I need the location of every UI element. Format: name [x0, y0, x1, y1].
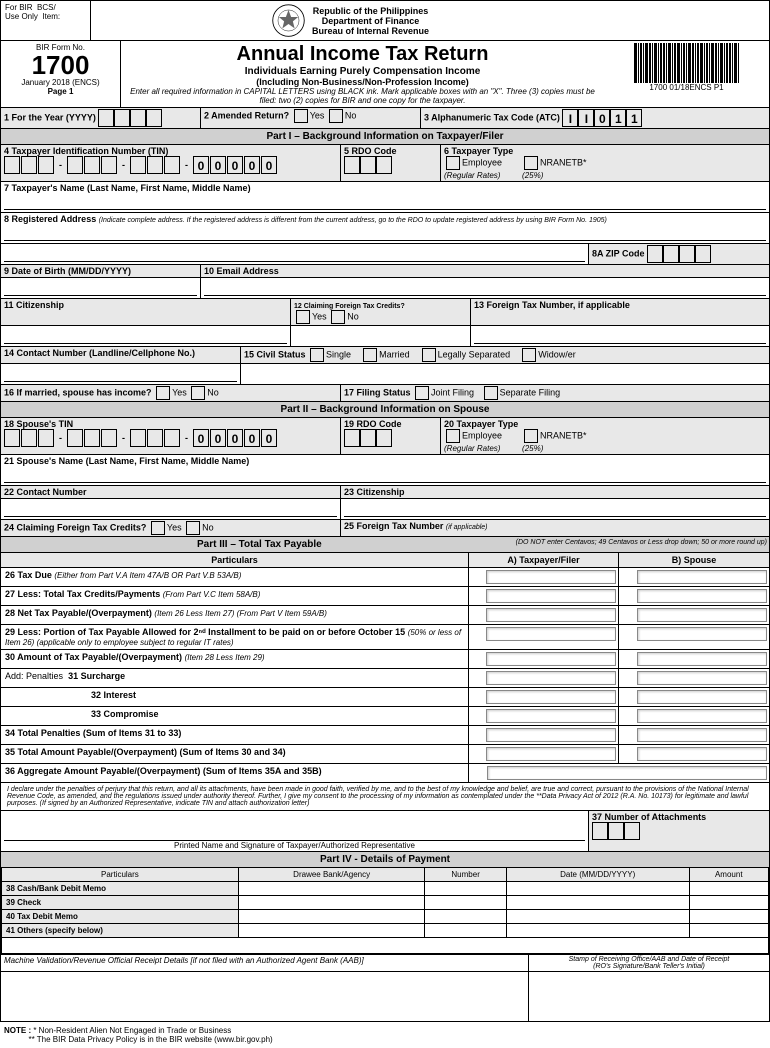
- year-1[interactable]: [98, 109, 114, 127]
- spouse-name-input[interactable]: [4, 467, 766, 483]
- ftc-yes-checkbox[interactable]: [296, 310, 310, 324]
- stamp-area[interactable]: [529, 972, 769, 1021]
- contact-label: 14 Contact Number (Landline/Cellphone No…: [4, 348, 195, 358]
- address-input-2[interactable]: [4, 246, 585, 262]
- atc-label: 3 Alphanumeric Tax Code (ATC): [424, 112, 560, 122]
- dob-label: 9 Date of Birth (MM/DD/YYYY): [4, 266, 131, 276]
- bir-use-only: For BIR BCS/ Use Only Item:: [1, 1, 91, 40]
- attachments-label: 37 Number of Attachments: [592, 812, 706, 822]
- seal-icon: [271, 3, 306, 38]
- tin-input[interactable]: - - - 00000: [4, 156, 337, 174]
- ftc-no-checkbox[interactable]: [331, 310, 345, 324]
- spouse-ftn-label: 25 Foreign Tax Number: [344, 521, 443, 531]
- rdo-label: 5 RDO Code: [344, 146, 437, 156]
- spouse-name-label: 21 Spouse's Name (Last Name, First Name,…: [4, 456, 249, 466]
- widower-checkbox[interactable]: [522, 348, 536, 362]
- citizenship-label: 11 Citizenship: [4, 300, 64, 310]
- line36: 36 Aggregate Amount Payable/(Overpayment…: [5, 766, 322, 776]
- ftn-input[interactable]: [474, 328, 766, 344]
- validation-area[interactable]: [1, 972, 529, 1021]
- employee-checkbox[interactable]: [446, 156, 460, 170]
- form-number-box: BIR Form No. 1700 January 2018 (ENCS) Pa…: [1, 41, 121, 107]
- gov-header: Republic of the Philippines Department o…: [91, 1, 609, 40]
- single-checkbox[interactable]: [310, 348, 324, 362]
- taxpayer-type-label: 6 Taxpayer Type: [444, 146, 766, 156]
- ftc-label: 12 Claiming Foreign Tax Credits?: [294, 303, 405, 310]
- civil-status-label: 15 Civil Status: [244, 349, 306, 359]
- amended-label: 2 Amended Return?: [204, 110, 289, 120]
- col-a-header: A) Taxpayer/Filer: [469, 553, 619, 567]
- ftn-label: 13 Foreign Tax Number, if applicable: [474, 300, 630, 310]
- barcode-icon: [606, 43, 767, 83]
- spouse-tin-label: 18 Spouse's TIN: [4, 419, 337, 429]
- amended-no-checkbox[interactable]: [329, 109, 343, 123]
- separated-checkbox[interactable]: [422, 348, 436, 362]
- line35: 35 Total Amount Payable/(Overpayment) (S…: [5, 747, 286, 757]
- spouse-tin-input[interactable]: - - - 00000: [4, 429, 337, 447]
- form-page: For BIR BCS/ Use Only Item: Republic of …: [0, 0, 770, 1022]
- part4-header: Part IV - Details of Payment: [1, 851, 769, 867]
- payment-table: ParticularsDrawee Bank/AgencyNumberDate …: [1, 867, 769, 954]
- name-input[interactable]: [4, 194, 766, 210]
- year-label: 1 For the Year (YYYY): [4, 112, 96, 122]
- part2-header: Part II – Background Information on Spou…: [1, 401, 769, 417]
- contact-input[interactable]: [4, 366, 237, 382]
- spouse-contact-label: 22 Contact Number: [4, 487, 87, 497]
- spouse-no-checkbox[interactable]: [191, 386, 205, 400]
- title-block: Annual Income Tax Return Individuals Ear…: [121, 41, 604, 107]
- email-label: 10 Email Address: [204, 266, 279, 276]
- email-input[interactable]: [204, 280, 766, 296]
- dob-input[interactable]: [4, 280, 197, 296]
- barcode-area: 1700 01/18ENCS P1: [604, 41, 769, 107]
- for-bir-label: For BIR: [5, 3, 33, 12]
- citizenship-input[interactable]: [4, 328, 287, 344]
- spouse-income-label: 16 If married, spouse has income?: [4, 387, 152, 397]
- filing-status-label: 17 Filing Status: [344, 387, 411, 397]
- name-label: 7 Taxpayer's Name (Last Name, First Name…: [4, 183, 251, 193]
- particulars-header: Particulars: [1, 553, 469, 567]
- tin-label: 4 Taxpayer Identification Number (TIN): [4, 146, 337, 156]
- signature-area[interactable]: [4, 812, 585, 840]
- spouse-citizenship-label: 23 Citizenship: [344, 487, 405, 497]
- spouse-type-label: 20 Taxpayer Type: [444, 419, 766, 429]
- spouse-ftc-label: 24 Claiming Foreign Tax Credits?: [4, 522, 146, 532]
- spouse-rdo-label: 19 RDO Code: [344, 419, 437, 429]
- part1-header: Part I – Background Information on Taxpa…: [1, 128, 769, 144]
- col-b-header: B) Spouse: [619, 553, 769, 567]
- machine-validation-label: Machine Validation/Revenue Official Rece…: [1, 955, 529, 971]
- line34: 34 Total Penalties (Sum of Items 31 to 3…: [5, 728, 181, 738]
- married-checkbox[interactable]: [363, 348, 377, 362]
- joint-checkbox[interactable]: [415, 386, 429, 400]
- address-label: 8 Registered Address: [4, 214, 96, 224]
- part3-header: Part III – Total Tax Payable: [3, 539, 516, 550]
- zip-label: 8A ZIP Code: [592, 248, 645, 258]
- nranetb-checkbox[interactable]: [524, 156, 538, 170]
- footnote: NOTE : * Non-Resident Alien Not Engaged …: [0, 1022, 770, 1048]
- spouse-yes-checkbox[interactable]: [156, 386, 170, 400]
- address-input-1[interactable]: [4, 225, 766, 241]
- amended-yes-checkbox[interactable]: [294, 109, 308, 123]
- declaration-text: I declare under the penalties of perjury…: [1, 783, 769, 810]
- separate-checkbox[interactable]: [484, 386, 498, 400]
- main-title: Annual Income Tax Return: [127, 43, 598, 66]
- form-number: 1700: [7, 52, 114, 78]
